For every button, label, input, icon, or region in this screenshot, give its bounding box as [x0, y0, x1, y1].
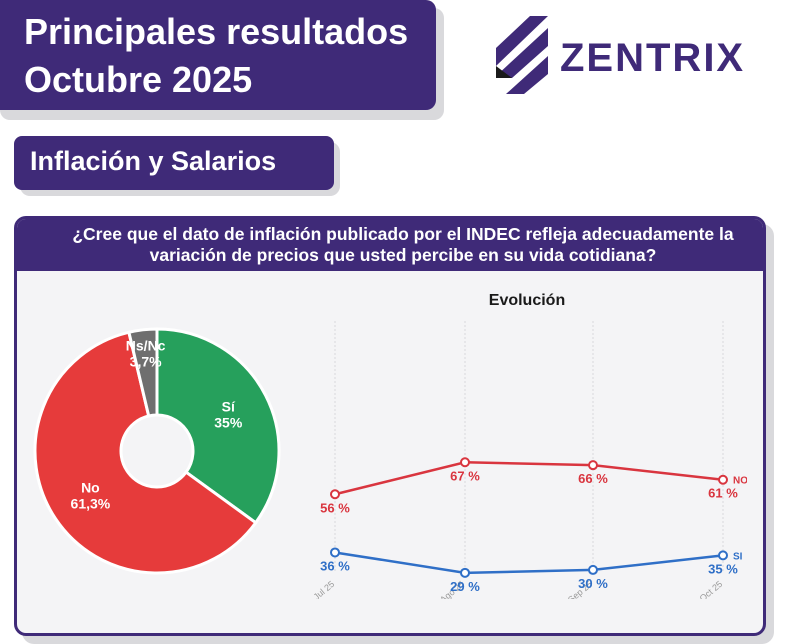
series-point-no-1: [460, 457, 470, 468]
donut-slice-2: [127, 327, 159, 418]
donut-value-2: 3,7%: [130, 354, 162, 370]
data-label-si-0: 36 %: [320, 558, 350, 573]
data-label-si-3: 35 %: [708, 561, 738, 576]
x-tick-label-3: Oct 25: [698, 579, 725, 599]
data-label-no-1: 67 %: [450, 468, 480, 483]
line-chart-title: Evolución: [489, 292, 565, 309]
brand-name: ZENTRIX: [560, 36, 746, 80]
series-point-no-0: [330, 489, 340, 500]
data-label-no-0: 56 %: [320, 500, 350, 515]
series-point-no-2: [588, 460, 598, 471]
brand-logo: ZENTRIX: [490, 14, 790, 100]
data-label-no-3: 61 %: [708, 486, 738, 501]
series-name-no: NO: [733, 476, 747, 487]
donut-value-0: 35%: [214, 415, 243, 431]
question-line-2: variación de precios que usted percibe e…: [149, 245, 657, 265]
donut-label-2: Ns/Nc: [126, 338, 166, 354]
question-line-1: ¿Cree que el dato de inflación publicado…: [72, 224, 734, 244]
donut-label-0: Sí: [222, 399, 236, 415]
zentrix-logo-icon: [496, 16, 548, 94]
data-label-no-2: 66 %: [578, 471, 608, 486]
series-point-si-2: [588, 564, 598, 575]
x-tick-label-0: Jul 25: [311, 579, 336, 599]
series-point-si-1: [460, 567, 470, 578]
donut-slice-1: [33, 330, 258, 575]
series-point-no-3: [718, 474, 728, 485]
data-label-si-1: 29 %: [450, 579, 480, 594]
data-label-si-2: 30 %: [578, 576, 608, 591]
series-line-no: [334, 461, 724, 496]
chart-panel: ¿Cree que el dato de inflación publicado…: [14, 216, 766, 636]
donut-value-1: 61,3%: [71, 495, 111, 511]
section-title: Inflación y Salarios: [14, 136, 334, 190]
page-subtitle: Octubre 2025: [24, 59, 253, 100]
series-line-si: [334, 551, 724, 575]
page-title: Principales resultados: [24, 11, 409, 52]
series-name-si: SI: [733, 551, 743, 562]
donut-label-1: No: [81, 479, 100, 495]
donut-slice-0: [155, 327, 281, 525]
series-point-si-3: [718, 550, 728, 561]
title-banner: Principales resultados Octubre 2025: [0, 0, 436, 110]
series-point-si-0: [330, 547, 340, 558]
survey-question: ¿Cree que el dato de inflación publicado…: [17, 219, 763, 271]
